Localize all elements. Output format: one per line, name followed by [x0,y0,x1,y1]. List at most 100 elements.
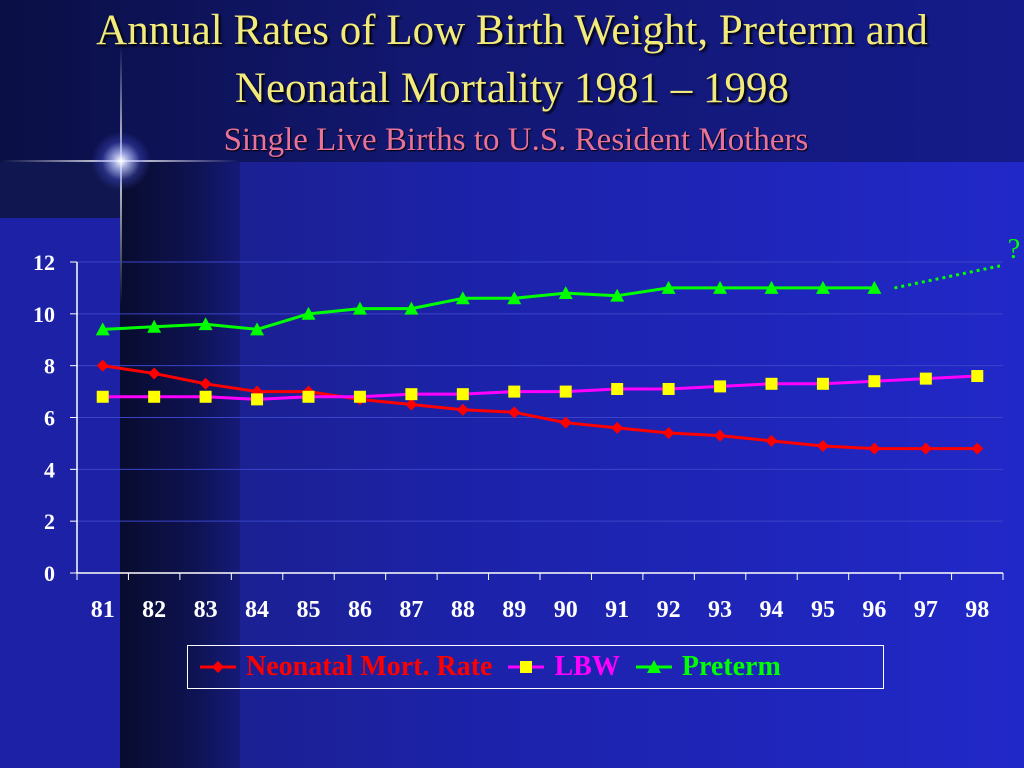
data-point-preterm-87 [404,301,419,315]
annotation: ? [894,234,1020,290]
x-tick-label-83: 83 [194,597,218,623]
background-lower-left [0,218,120,768]
data-point-neonatal-mort-rate-96 [868,442,881,455]
legend-label-preterm: Preterm [681,651,781,682]
data-point-neonatal-mort-rate-95 [816,440,829,453]
data-point-lbw-95 [816,377,829,390]
data-point-neonatal-mort-rate-89 [508,406,521,419]
data-point-lbw-91 [611,382,624,395]
data-point-preterm-84 [250,322,265,336]
x-tick-label-84: 84 [245,597,269,623]
data-point-preterm-88 [455,291,470,305]
legend-label-lbw: LBW [554,651,620,682]
data-point-lbw-83 [199,390,212,403]
x-tick-label-92: 92 [657,597,681,623]
x-tick-label-82: 82 [142,597,166,623]
x-tick-label-97: 97 [914,597,938,623]
x-tick-label-94: 94 [760,597,784,623]
data-point-preterm-93 [713,280,728,294]
data-point-neonatal-mort-rate-91 [611,421,624,434]
data-point-neonatal-mort-rate-93 [714,429,727,442]
x-tick-label-88: 88 [451,597,475,623]
x-tick-label-87: 87 [399,597,423,623]
x-tick-label-81: 81 [91,597,115,623]
background-header [0,0,1024,162]
series-line-neonatal-mort-rate [102,364,978,451]
series-line-lbw [102,374,978,401]
data-point-neonatal-mort-rate-82 [148,367,161,380]
x-tick-label-91: 91 [605,597,629,623]
data-point-preterm-82 [147,319,162,333]
data-point-lbw-93 [714,380,727,393]
chart-legend: Neonatal Mort. Rate LBW Preterm [187,645,884,689]
data-point-preterm-89 [507,291,522,305]
projection-dotted-line [894,264,1001,290]
data-point-preterm-95 [815,280,830,294]
y-tick-label-8: 8 [44,354,55,379]
data-point-preterm-94 [764,280,779,294]
legend-swatch-marker [520,661,533,673]
x-tick-label-90: 90 [554,597,578,623]
legend-swatch-preterm [635,660,672,673]
data-point-neonatal-mort-rate-81 [96,359,109,372]
data-point-neonatal-mort-rate-88 [456,403,469,416]
legend-item-neonatal-mort-rate: Neonatal Mort. Rate [198,651,492,683]
data-point-preterm-90 [558,286,573,300]
annotation-question-mark: ? [1008,234,1020,265]
data-point-preterm-91 [610,288,625,302]
data-point-lbw-88 [456,388,469,401]
data-point-neonatal-mort-rate-87 [405,398,418,411]
series-markers [95,280,984,455]
legend-swatch-marker [646,660,661,673]
data-point-lbw-87 [405,388,418,401]
y-tick-label-2: 2 [44,509,55,534]
x-tick-label-93: 93 [708,597,732,623]
y-tick-label-10: 10 [33,302,55,327]
y-axis-tick-labels: 0 2 4 6 8 10 12 [33,250,55,586]
data-point-lbw-85 [302,390,315,403]
chart-subtitle: Single Live Births to U.S. Resident Moth… [223,122,809,158]
data-point-lbw-82 [148,390,161,403]
series-lines [102,286,978,451]
data-point-preterm-83 [198,317,213,331]
data-point-lbw-97 [919,372,932,385]
series-line-preterm [102,286,875,331]
y-tick-label-4: 4 [44,457,55,482]
data-point-preterm-86 [352,301,367,315]
data-point-lbw-89 [508,385,521,398]
data-point-preterm-92 [661,280,676,294]
data-point-lbw-96 [868,375,881,388]
data-point-preterm-85 [301,306,316,320]
data-point-preterm-81 [95,322,110,336]
y-tick-label-6: 6 [44,406,55,431]
data-point-lbw-84 [251,393,264,406]
data-point-neonatal-mort-rate-97 [919,442,932,455]
legend-label-neonatal-mort-rate: Neonatal Mort. Rate [246,651,493,682]
x-axis-tick-labels: 81 82 83 84 85 86 87 88 89 90 91 92 93 94 95 96 97 98 [91,597,990,623]
data-point-lbw-81 [96,390,109,403]
x-tick-label-85: 85 [297,597,321,623]
data-point-preterm-96 [867,280,882,294]
legend-item-lbw: LBW [506,651,620,683]
data-point-lbw-92 [662,382,675,395]
x-tick-label-89: 89 [502,597,526,623]
x-tick-label-86: 86 [348,597,372,623]
lens-flare-glow [91,131,151,191]
data-point-lbw-94 [765,377,778,390]
y-tick-label-12: 12 [33,250,55,275]
legend-item-preterm: Preterm [634,651,781,683]
data-point-neonatal-mort-rate-83 [199,377,212,390]
legend-swatch-neonatal-mort-rate [200,661,236,673]
legend-swatch-marker [212,661,224,673]
axes [70,261,1004,580]
data-point-lbw-86 [353,390,366,403]
y-tick-label-0: 0 [44,561,55,586]
legend-swatch-lbw [508,661,545,673]
chart-title-line-2: Neonatal Mortality 1981 – 1998 [234,65,790,112]
chart-title-line-1: Annual Rates of Low Birth Weight, Preter… [96,7,928,54]
data-point-neonatal-mort-rate-90 [559,416,572,429]
data-point-neonatal-mort-rate-92 [662,427,675,440]
data-point-lbw-98 [971,370,984,383]
data-point-neonatal-mort-rate-98 [971,442,984,455]
